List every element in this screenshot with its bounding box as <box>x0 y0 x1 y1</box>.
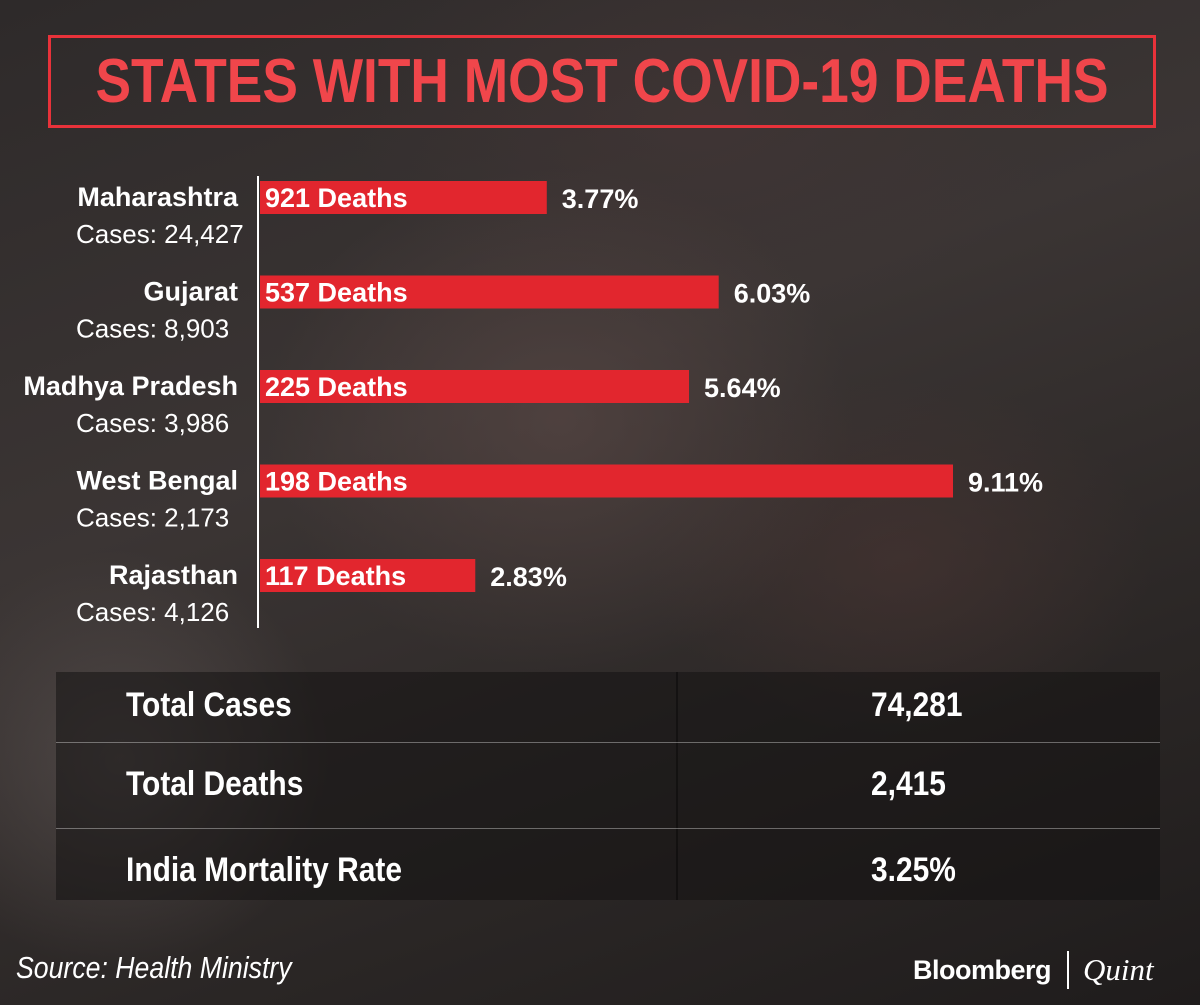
source-note: Source: Health Ministry <box>16 950 292 985</box>
stats-column-divider <box>676 672 678 900</box>
stats-value: 74,281 <box>871 686 963 724</box>
bar-value-label: 9.11% <box>968 468 1043 498</box>
bar-death-label: 198 Deaths <box>265 467 408 497</box>
category-label: West Bengal <box>76 466 238 496</box>
stats-row-total-cases: Total Cases 74,281 <box>56 672 1160 748</box>
bar <box>260 464 953 498</box>
publisher-logo: Bloomberg Quint <box>913 948 1154 992</box>
bar <box>260 275 719 309</box>
logo-bloomberg: Bloomberg <box>913 954 1052 985</box>
stats-row-mortality-rate: India Mortality Rate 3.25% <box>56 828 1160 905</box>
case-count-label: Cases: 8,903 <box>76 314 229 344</box>
bar-chart: 921 Deaths 3.77% Maharashtra Cases: 24,427 5… <box>23 181 1043 627</box>
bar-value-label: 3.77% <box>562 184 639 214</box>
bar-death-label: 225 Deaths <box>265 372 408 402</box>
bars-group: 921 Deaths 3.77% Maharashtra Cases: 24,427 5… <box>23 181 1043 627</box>
bar-value-label: 2.83% <box>490 562 567 592</box>
stats-label: Total Cases <box>126 686 292 724</box>
bar-death-label: 921 Deaths <box>265 183 408 213</box>
bar-death-label: 117 Deaths <box>265 561 406 591</box>
chart-title: STATES WITH MOST COVID-19 DEATHS <box>95 47 1109 116</box>
stats-value: 3.25% <box>871 851 956 889</box>
category-label: Rajasthan <box>109 560 238 590</box>
stats-value: 2,415 <box>871 765 946 803</box>
logo-divider <box>1067 951 1070 989</box>
bar-death-label: 537 Deaths <box>265 278 408 308</box>
case-count-label: Cases: 4,126 <box>76 597 229 627</box>
case-count-label: Cases: 24,427 <box>76 219 244 249</box>
stats-label: India Mortality Rate <box>126 851 402 889</box>
logo-quint: Quint <box>1083 952 1154 987</box>
bar <box>260 559 476 592</box>
category-label: Madhya Pradesh <box>23 371 238 401</box>
stats-table: Total Cases 74,281 Total Deaths 2,415 In… <box>56 672 1160 900</box>
case-count-label: Cases: 3,986 <box>76 408 229 438</box>
bar <box>260 370 690 403</box>
category-label: Gujarat <box>143 277 238 307</box>
bar-value-label: 5.64% <box>704 373 781 403</box>
title-box: STATES WITH MOST COVID-19 DEATHS <box>48 35 1156 128</box>
stats-label: Total Deaths <box>126 765 304 803</box>
bar-value-label: 6.03% <box>734 279 811 309</box>
case-count-label: Cases: 2,173 <box>76 503 229 533</box>
category-label: Maharashtra <box>77 182 239 212</box>
bar <box>260 181 547 214</box>
stats-row-total-deaths: Total Deaths 2,415 <box>56 742 1160 819</box>
